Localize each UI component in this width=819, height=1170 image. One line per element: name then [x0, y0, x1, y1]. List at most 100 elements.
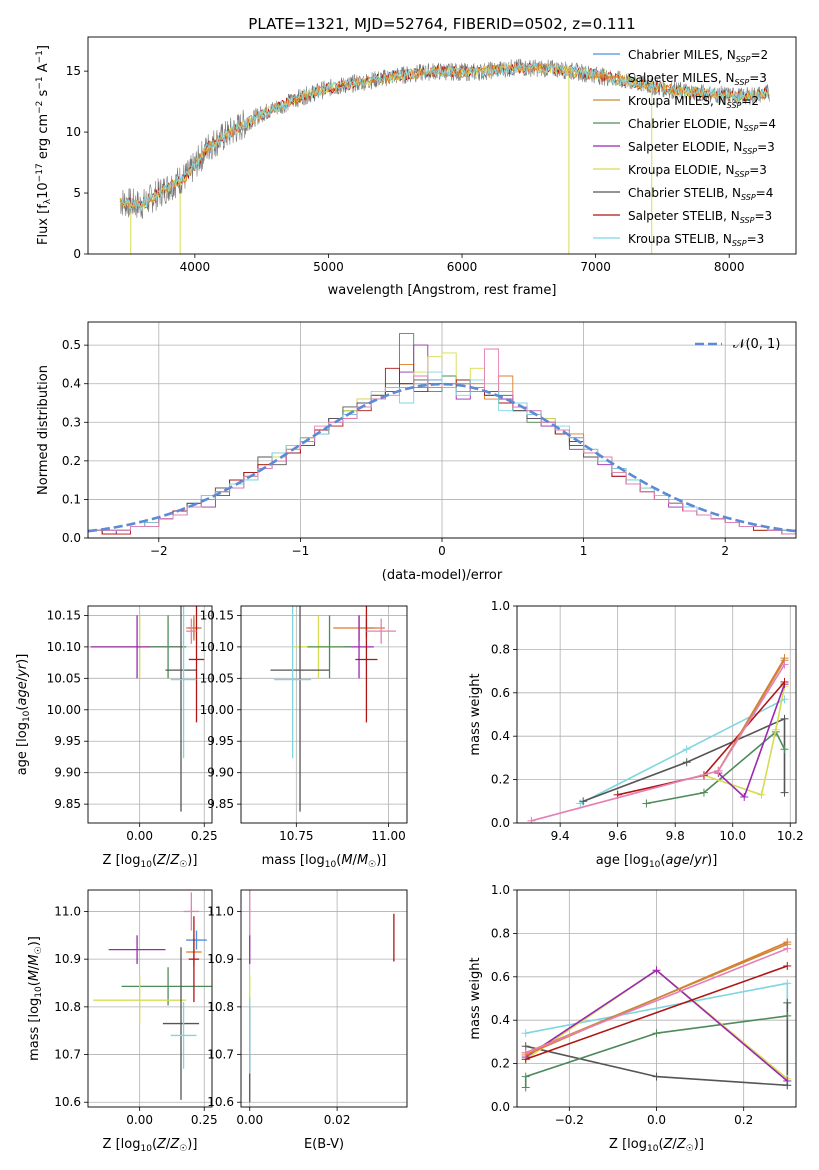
x-tick-label: 0.0	[647, 1113, 666, 1127]
y-tick-label: 9.95	[54, 734, 81, 748]
plot-area	[249, 890, 395, 1103]
legend-label: Chabrier ELODIE, NSSP=4	[628, 117, 776, 133]
spectrum-panel: 4000 5000 6000 7000 8000 0 5 10 15 Chabrier MILES…	[35, 36, 797, 298]
axes-frame	[240, 889, 408, 1108]
normal-curve	[88, 382, 796, 533]
x-tick-label: 9.6	[608, 829, 627, 843]
y-tick-label: 0.0	[491, 1100, 510, 1114]
legend-nssp: =3	[757, 140, 775, 154]
weight-line	[582, 717, 786, 803]
y-tick-label: 0.8	[491, 642, 510, 656]
weight-line	[525, 947, 788, 1054]
figure-title: PLATE=1321, MJD=52764, FIBERID=0502, z=0…	[248, 15, 635, 33]
plot-area	[270, 606, 396, 812]
x-tick-label: 1	[580, 544, 588, 558]
x-tick-label: 10.75	[279, 829, 313, 843]
legend-nssp: =3	[749, 163, 767, 177]
y-tick-label: 10.7	[54, 1048, 81, 1062]
y-tick-label: 5	[73, 186, 81, 200]
y-tick-label: 10.15	[47, 608, 81, 622]
y-tick-label: 1.0	[491, 599, 510, 613]
x-tick-label: 0	[438, 544, 446, 558]
x-tick-label: −2	[150, 544, 168, 558]
y-tick-label: 0.5	[62, 338, 81, 352]
x-axis-label: E(B-V)	[304, 1137, 344, 1152]
y-tick-label: 0	[73, 247, 81, 261]
legend-nssp: =2	[750, 48, 768, 62]
y-tick-label: 10	[66, 125, 81, 139]
y-tick-label: 0.3	[62, 415, 81, 429]
x-tick-label: 0.25	[191, 829, 218, 843]
weight-vs-age-panel: 9.4 9.6 9.8 10.0 10.2 0.0 0.2 0.4 0.6 0.8 1.0 age […	[468, 599, 804, 870]
histogram-step	[88, 348, 796, 538]
y-tick-label: 0.6	[491, 686, 510, 700]
plot-area	[88, 333, 796, 538]
y-tick-label: 1.0	[491, 883, 510, 897]
x-tick-label: 11.00	[371, 829, 405, 843]
x-axis-label: mass [log10(M/M☉)]	[262, 853, 387, 870]
y-tick-label: 10.6	[54, 1095, 81, 1109]
axes-frame	[87, 889, 213, 1108]
plot-area	[119, 58, 770, 254]
x-tick-label: 0.00	[126, 1113, 153, 1127]
x-tick-label: 0.00	[236, 1113, 263, 1127]
legend-nssp: =3	[749, 71, 767, 85]
y-tick-label: 9.90	[207, 766, 234, 780]
y-tick-label: 0.2	[62, 454, 81, 468]
y-tick-label: 0.4	[491, 1013, 510, 1027]
legend-label: Salpeter MILES, NSSP=3	[628, 71, 767, 87]
plot-area	[527, 654, 789, 823]
x-axis-label: Z [log10(Z/Z☉)]	[103, 853, 198, 870]
x-tick-label: 10.2	[777, 829, 804, 843]
legend-label: Chabrier MILES, NSSP=2	[628, 48, 768, 64]
y-tick-label: 10.10	[47, 640, 81, 654]
y-tick-label: 0.1	[62, 492, 81, 506]
weight-line	[703, 686, 786, 796]
y-axis-label: age [log10(age/yr)]	[15, 654, 32, 776]
legend-nssp: =2	[741, 94, 759, 108]
x-tick-label: −1	[292, 544, 310, 558]
x-axis-label: Z [log10(Z/Z☉)]	[609, 1137, 704, 1154]
age-vs-z-panel: 0.00 0.25 9.85 9.90 9.95 10.00 10.05 10.10 10.15…	[15, 605, 218, 870]
x-tick-label: 10.0	[719, 829, 746, 843]
y-tick-label: 10.6	[207, 1095, 234, 1109]
legend-subscript: SSP	[735, 78, 750, 87]
weight-line	[617, 681, 786, 796]
legend-subscript: SSP	[732, 239, 747, 248]
legend-label: Salpeter STELIB, NSSP=3	[628, 209, 772, 225]
weight-line	[646, 730, 786, 805]
y-tick-label: 9.90	[54, 766, 81, 780]
y-tick-label: 10.00	[47, 703, 81, 717]
y-tick-label: 0.4	[62, 377, 81, 391]
y-tick-label: 11.0	[207, 904, 234, 918]
y-tick-label: 0.2	[491, 773, 510, 787]
x-axis-label: age [log10(age/yr)]	[596, 853, 718, 870]
y-tick-label: 11.0	[54, 904, 81, 918]
y-axis-label: mass weight	[468, 957, 483, 1039]
legend-subscript: SSP	[742, 147, 757, 156]
weight-line	[717, 683, 786, 799]
model-spectrum-kroupa-stelib	[119, 62, 770, 210]
legend-label: Salpeter ELODIE, NSSP=3	[628, 140, 775, 156]
x-tick-label: 4000	[180, 260, 211, 274]
axes-frame	[516, 605, 797, 824]
x-axis-label: Z [log10(Z/Z☉)]	[103, 1137, 198, 1154]
legend-label: Kroupa ELODIE, NSSP=3	[628, 163, 767, 179]
y-tick-label: 10.8	[207, 1000, 234, 1014]
y-tick-label: 10.9	[54, 952, 81, 966]
axes-frame	[516, 889, 797, 1108]
y-tick-label: 10.9	[207, 952, 234, 966]
legend-nssp: =4	[756, 186, 774, 200]
age-vs-mass-panel: 10.75 11.00 9.85 9.90 9.95 10.00 10.05 10.10 10.…	[200, 605, 408, 870]
weight-line	[525, 965, 788, 1061]
legend-label: Chabrier STELIB, NSSP=4	[628, 186, 773, 202]
y-tick-label: 0.8	[491, 926, 510, 940]
axes-frame	[240, 605, 408, 824]
legend-label: Kroupa STELIB, NSSP=3	[628, 232, 764, 248]
y-tick-label: 10.05	[200, 671, 234, 685]
legend-nssp: =3	[754, 209, 772, 223]
x-tick-label: 5000	[313, 260, 344, 274]
x-tick-label: 0.00	[126, 829, 153, 843]
legend-subscript: SSP	[727, 101, 742, 110]
